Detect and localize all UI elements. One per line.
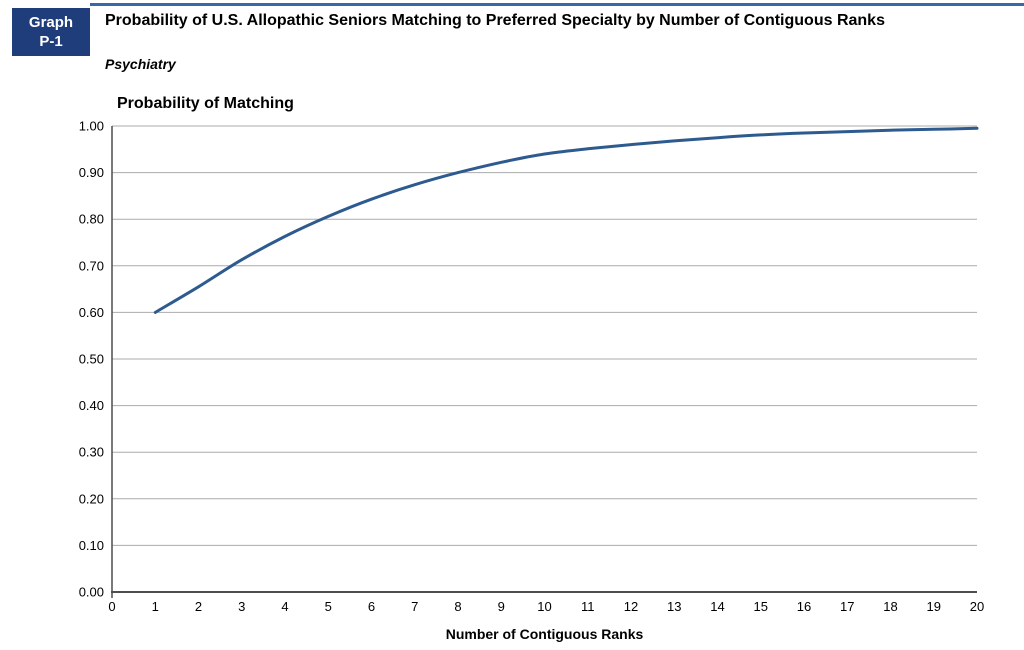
x-tick-label: 18	[883, 599, 897, 614]
y-tick-label: 0.40	[79, 398, 104, 413]
badge-line2: P-1	[39, 33, 63, 50]
probability-curve	[153, 126, 979, 314]
x-tick-label: 5	[325, 599, 332, 614]
x-tick-label: 1	[152, 599, 159, 614]
page-title: Probability of U.S. Allopathic Seniors M…	[105, 12, 885, 29]
x-tick-label: 6	[368, 599, 375, 614]
y-tick-label: 0.00	[79, 585, 104, 600]
y-tick-label: 1.00	[79, 119, 104, 134]
x-tick-label: 12	[624, 599, 638, 614]
x-tick-label: 9	[498, 599, 505, 614]
graph-number-badge: Graph P-1	[12, 8, 90, 56]
x-tick-label: 11	[581, 599, 595, 614]
y-tick-label: 0.50	[79, 352, 104, 367]
x-tick-label: 7	[411, 599, 418, 614]
x-axis-title: Number of Contiguous Ranks	[445, 626, 644, 642]
x-tick-label: 0	[108, 599, 115, 614]
badge-line1: Graph	[28, 14, 74, 31]
specialty-subtitle: Psychiatry	[105, 56, 176, 72]
x-tick-label: 20	[970, 599, 984, 614]
x-tick-label: 13	[667, 599, 681, 614]
x-tick-label: 19	[927, 599, 941, 614]
x-tick-label: 17	[840, 599, 854, 614]
y-tick-label: 0.20	[79, 491, 104, 506]
x-tick-label: 4	[281, 599, 288, 614]
x-tick-label: 8	[454, 599, 461, 614]
y-tick-label: 0.90	[79, 165, 104, 180]
y-tick-label: 0.70	[79, 258, 104, 273]
y-tick-label: 0.60	[79, 305, 104, 320]
x-tick-label: 3	[238, 599, 245, 614]
x-tick-label: 10	[537, 599, 551, 614]
y-axis-title: Probability of Matching	[117, 95, 294, 112]
x-tick-label: 16	[797, 599, 811, 614]
y-tick-label: 0.30	[79, 445, 104, 460]
x-tick-label: 15	[754, 599, 768, 614]
x-tick-label: 14	[710, 599, 724, 614]
y-tick-label: 0.10	[79, 538, 104, 553]
y-tick-label: 0.80	[79, 212, 104, 227]
x-tick-label: 2	[195, 599, 202, 614]
header-rule	[90, 3, 1024, 6]
